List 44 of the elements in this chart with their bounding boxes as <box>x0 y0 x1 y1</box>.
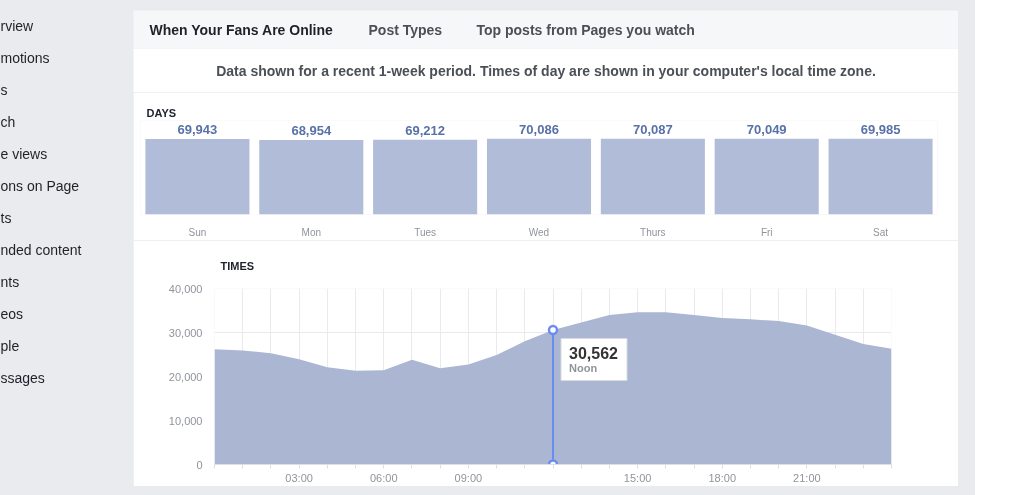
text: Data shown for a recent 1-week period. Times of day are shown in your computer's local time zone. <box>216 62 876 79</box>
x-tick-label: Thurs <box>640 226 666 238</box>
text: nts <box>0 273 20 290</box>
text: eos <box>0 305 24 322</box>
text: ch <box>0 113 16 130</box>
text: e views <box>0 145 48 162</box>
annotation: 30,562 Noon <box>569 344 619 374</box>
x-tick-label: 15:00 <box>623 471 652 484</box>
data-label: 70,086 <box>519 121 559 137</box>
data-label: 69,212 <box>405 122 446 138</box>
text: motions <box>0 49 50 66</box>
text: Top posts from Pages you watch <box>476 21 695 38</box>
y-tick-label: 40,000 <box>168 282 203 295</box>
x-tick-label: Fri <box>760 226 773 238</box>
x-tick-label: 09:00 <box>454 471 483 484</box>
x-tick-label: 18:00 <box>708 471 737 484</box>
text: s <box>0 81 8 98</box>
text: ons on Page <box>0 177 80 194</box>
y-tick-label: 30,000 <box>168 326 203 339</box>
data-label: 70,049 <box>746 121 787 137</box>
chart-title: DAYS <box>146 106 177 119</box>
y-tick-label: 0 <box>196 458 203 471</box>
x-tick-label: Sat <box>873 226 889 238</box>
text: rview <box>0 17 35 34</box>
y-tick-label: 10,000 <box>168 414 203 427</box>
y-tick-label: 20,000 <box>168 370 203 383</box>
data-label: 69,943 <box>177 121 218 137</box>
text: nded content <box>0 241 82 258</box>
text: ts <box>0 209 12 226</box>
data-label: 69,985 <box>860 121 901 137</box>
x-tick-label: Mon <box>301 226 322 238</box>
text: Post Types <box>368 21 443 38</box>
x-tick-label: 06:00 <box>369 471 398 484</box>
chart-title: TIMES <box>220 259 255 272</box>
x-tick-label: 21:00 <box>793 471 821 484</box>
text: ssages <box>0 369 45 386</box>
x-tick-label: Sun <box>188 226 207 238</box>
data-label: 70,087 <box>632 121 673 137</box>
text: When Your Fans Are Online <box>149 21 334 38</box>
x-tick-label: Wed <box>528 226 550 238</box>
x-tick-label: Tues <box>414 226 437 238</box>
x-tick-label: 03:00 <box>285 471 313 484</box>
text: ple <box>0 337 20 354</box>
data-label: 68,954 <box>291 122 332 138</box>
